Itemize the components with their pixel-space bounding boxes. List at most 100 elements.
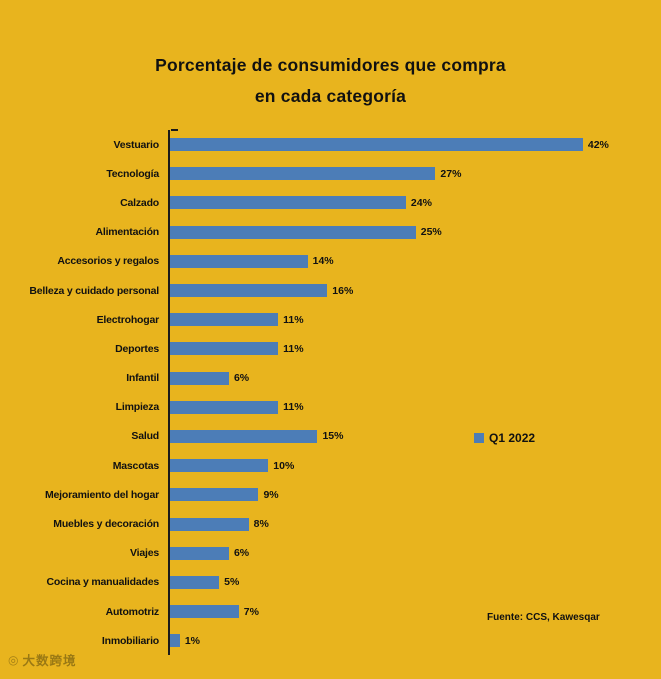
- category-label: Infantil: [126, 372, 159, 385]
- value-label: 11%: [283, 313, 304, 326]
- bar-track: 10%: [168, 451, 661, 481]
- bar-track: 1%: [168, 626, 661, 656]
- bar-row: Tecnología 27%: [0, 159, 661, 189]
- value-label: 25%: [420, 226, 442, 239]
- category-label: Salud: [131, 430, 159, 443]
- bar: [170, 459, 269, 473]
- bar: [170, 371, 229, 385]
- value-label: 14%: [312, 255, 334, 268]
- bar-row: Electrohogar 11%: [0, 305, 661, 335]
- bar-row: Salud 15%: [0, 421, 661, 452]
- bar: [170, 284, 328, 298]
- chart-title-line2: en cada categoría: [254, 86, 407, 106]
- value-label: 9%: [263, 488, 279, 501]
- bar-track: 16%: [168, 275, 661, 306]
- category-label: Electrohogar: [96, 313, 160, 326]
- category-label: Mejoramiento del hogar: [44, 488, 159, 501]
- value-label: 42%: [587, 138, 609, 151]
- bar-track: 6%: [168, 363, 661, 393]
- value-label: 27%: [440, 167, 462, 180]
- value-label: 15%: [322, 430, 344, 443]
- watermark-text: 大数跨境: [22, 654, 77, 668]
- value-label: 11%: [283, 401, 304, 414]
- value-label: 24%: [410, 196, 432, 209]
- category-label: Alimentación: [95, 226, 159, 239]
- bar-track: 9%: [168, 480, 661, 510]
- value-label: 1%: [184, 634, 201, 647]
- bar-row: Cocina y manualidades 5%: [0, 567, 661, 597]
- bar-chart-area: Vestuario 42% Tecnología 27% Calzado 24% Alime…: [0, 130, 661, 656]
- category-label: Vestuario: [113, 138, 160, 151]
- legend-label: Q1 2022: [489, 431, 536, 445]
- bar-row: Vestuario 42%: [0, 130, 661, 160]
- bar-track: 11%: [168, 305, 661, 335]
- category-label: Inmobiliario: [101, 634, 159, 647]
- category-label: Automotriz: [105, 605, 160, 618]
- bar-row: Alimentación 25%: [0, 217, 661, 247]
- value-label: 8%: [253, 518, 269, 531]
- category-label: Belleza y cuidado personal: [29, 284, 159, 297]
- chart-title: Porcentaje de consumidores que compra en…: [0, 50, 661, 112]
- bar-row: Deportes 11%: [0, 334, 661, 364]
- bar-row: Calzado 24%: [0, 188, 661, 218]
- bar-track: 24%: [168, 188, 661, 218]
- value-label: 7%: [243, 605, 259, 618]
- bar-row: Infantil 6%: [0, 363, 661, 393]
- bar-row: Inmobiliario 1%: [0, 626, 661, 656]
- bar-track: 11%: [168, 334, 661, 364]
- bar: [170, 546, 229, 560]
- chart-title-line1: Porcentaje de consumidores que compra: [155, 55, 506, 75]
- value-label: 16%: [332, 284, 354, 297]
- bar-row: Belleza y cuidado personal 16%: [0, 275, 661, 306]
- bar-track: 7%: [168, 597, 661, 627]
- value-label: 11%: [283, 342, 304, 355]
- bar-track: 25%: [168, 217, 661, 247]
- category-label: Viajes: [130, 547, 159, 560]
- value-label: 10%: [273, 459, 295, 472]
- value-label: 6%: [233, 547, 250, 560]
- source-note: Fuente: CCS, Kawesqar: [487, 612, 600, 623]
- watermark-logo-icon: ◎: [8, 652, 20, 667]
- category-label: Mascotas: [112, 459, 159, 472]
- bar: [170, 225, 416, 239]
- bar-row: Mejoramiento del hogar 9%: [0, 480, 661, 510]
- bar-row: Accesorios y regalos 14%: [0, 246, 661, 276]
- category-label: Calzado: [120, 196, 159, 209]
- category-label: Limpieza: [115, 401, 160, 414]
- category-label: Muebles y decoración: [53, 518, 159, 531]
- bar: [170, 342, 279, 356]
- bar-track: 42%: [168, 130, 661, 160]
- bar: [170, 575, 220, 589]
- category-label: Accesorios y regalos: [57, 255, 159, 268]
- bar: [170, 313, 279, 327]
- legend-swatch-icon: [474, 433, 484, 443]
- bar: [170, 605, 239, 619]
- bar-track: 15%: [168, 421, 661, 452]
- bar: [170, 254, 308, 268]
- bar-track: 11%: [168, 392, 661, 422]
- bar-row: Automotriz 7%: [0, 597, 661, 627]
- axis-tick: [171, 129, 178, 131]
- bar: [170, 167, 436, 181]
- watermark: ◎ 大数跨境: [8, 650, 77, 669]
- bar-row: Viajes 6%: [0, 538, 661, 568]
- bar-track: 6%: [168, 538, 661, 568]
- bar: [170, 196, 406, 210]
- value-label: 6%: [233, 372, 250, 385]
- bar: [170, 488, 259, 502]
- bar-row: Limpieza 11%: [0, 392, 661, 422]
- bar: [170, 138, 583, 152]
- bar: [170, 429, 318, 443]
- bar: [170, 634, 180, 648]
- bar-row: Muebles y decoración 8%: [0, 509, 661, 539]
- legend: Q1 2022: [474, 431, 535, 445]
- category-label: Deportes: [115, 342, 159, 355]
- bar-track: 5%: [168, 567, 661, 597]
- value-label: 5%: [224, 576, 240, 589]
- bar: [170, 400, 279, 414]
- bar-track: 8%: [168, 509, 661, 539]
- bar-track: 27%: [168, 159, 661, 189]
- category-label: Tecnología: [106, 167, 159, 180]
- bar-row: Mascotas 10%: [0, 451, 661, 481]
